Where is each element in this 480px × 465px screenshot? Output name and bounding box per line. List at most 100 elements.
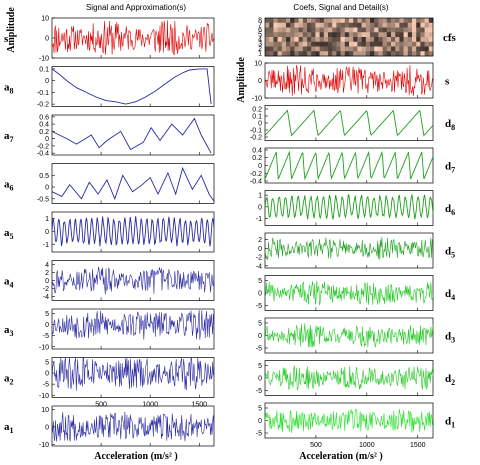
row-label-name: d [445, 373, 451, 385]
cfs-cell [399, 22, 404, 28]
cfs-cell [323, 18, 329, 24]
cfs-cell [323, 27, 329, 33]
y-tick-label: 0.1 [252, 114, 262, 121]
cfs-cell [357, 18, 362, 24]
y-tick-label: 0 [45, 229, 49, 236]
cfs-cell [344, 51, 350, 57]
cfs-cell [386, 27, 392, 33]
row-label: s [4, 33, 9, 45]
row-label: a2 [4, 373, 14, 387]
cfs-cell [349, 37, 354, 43]
row-label: a1 [4, 421, 14, 435]
cfs-cell [424, 46, 430, 52]
cfs-cell [323, 41, 329, 47]
cfs-cell [428, 18, 434, 24]
y-tick-label: -10 [39, 344, 49, 351]
cfs-cell [328, 22, 333, 28]
cfs-cell [307, 22, 312, 28]
cfs-cell [349, 18, 354, 24]
cfs-cell [311, 27, 316, 33]
cfs-cell [311, 37, 316, 43]
cfs-cell [319, 37, 325, 43]
cfs-cell [290, 46, 295, 52]
left-x-tick-label: 1500 [191, 402, 207, 409]
row-label: a4 [4, 276, 14, 290]
y-tick-label: 1 [45, 216, 49, 223]
cfs-cell [336, 41, 341, 47]
cfs-cell [349, 22, 354, 28]
row-label: d1 [445, 416, 455, 430]
right-x-axis-label: Acceleration (m/s² ) [299, 451, 383, 462]
cfs-cell [382, 32, 388, 38]
series-line [264, 64, 434, 96]
cfs-cell [286, 46, 291, 52]
series-line [264, 409, 434, 433]
row-label-name: d [445, 161, 451, 173]
cfs-cell [378, 22, 383, 28]
cfs-cell [281, 41, 287, 47]
cfs-cell [361, 41, 367, 47]
cfs-cell [353, 18, 358, 24]
y-tick-label: 0 [258, 121, 262, 128]
cfs-cell [298, 18, 304, 24]
cfs-cell [336, 51, 341, 57]
series-line [264, 193, 434, 220]
cfs-cell [399, 46, 404, 52]
y-tick-label: 0.2 [252, 107, 262, 114]
cfs-cell [428, 46, 434, 52]
cfs-cell [307, 41, 312, 47]
left-x-tick-label: 1000 [142, 402, 158, 409]
cfs-cell [273, 27, 278, 33]
cfs-cell [273, 41, 278, 47]
cfs-cell [374, 27, 379, 33]
cfs-cell [403, 22, 409, 28]
cfs-cell [407, 22, 413, 28]
row-label: s [445, 76, 450, 88]
cfs-cell [370, 18, 375, 24]
panel-frame [51, 260, 215, 301]
cfs-cell [365, 37, 371, 43]
y-tick-label: 0 [258, 163, 262, 170]
cfs-cell [395, 27, 400, 33]
cfs-cell [361, 46, 367, 52]
cfs-cell [323, 22, 329, 28]
left-panel-a8: -0.2 -0.1 0 0.1 a8 [4, 66, 215, 109]
cfs-cell [332, 27, 337, 33]
cfs-cell [277, 27, 283, 33]
row-label-index: 6 [451, 208, 455, 217]
row-label: d7 [445, 161, 455, 175]
cfs-cell [428, 51, 434, 57]
cfs-cell [391, 27, 396, 33]
cfs-cell [323, 46, 329, 52]
cfs-cell [424, 32, 430, 38]
left-column-title: Signal and Approximation(s) [86, 3, 186, 12]
cfs-cell [294, 41, 299, 47]
cfs-cell [332, 41, 337, 47]
cfs-cell [340, 51, 346, 57]
cfs-cell [286, 41, 291, 47]
cfs-cell [277, 37, 283, 43]
cfs-cell [269, 32, 274, 38]
cfs-cell [407, 37, 413, 43]
cfs-cell [395, 37, 400, 43]
cfs-cell [403, 51, 409, 57]
cfs-cell [349, 51, 354, 57]
cfs-cell [382, 22, 388, 28]
cfs-cell [311, 32, 316, 38]
cfs-cell [361, 51, 367, 57]
y-tick-label: -1 [43, 242, 49, 249]
row-label: a6 [4, 179, 14, 193]
cfs-cell [374, 37, 379, 43]
cfs-cell [412, 27, 417, 33]
y-tick-label: 0 [45, 36, 49, 43]
cfs-cell [281, 37, 287, 43]
cfs-cell [420, 22, 425, 28]
y-tick-label: 0.4 [39, 122, 49, 129]
right-panel-d5: -4-2 0 2 d5 [256, 232, 455, 270]
panel-frame [51, 66, 215, 107]
cfs-cell [357, 27, 362, 33]
row-label-name: s [445, 76, 450, 88]
series-line [51, 68, 212, 105]
y-tick-label: 0.6 [39, 114, 49, 121]
cfs-cell [403, 37, 409, 43]
